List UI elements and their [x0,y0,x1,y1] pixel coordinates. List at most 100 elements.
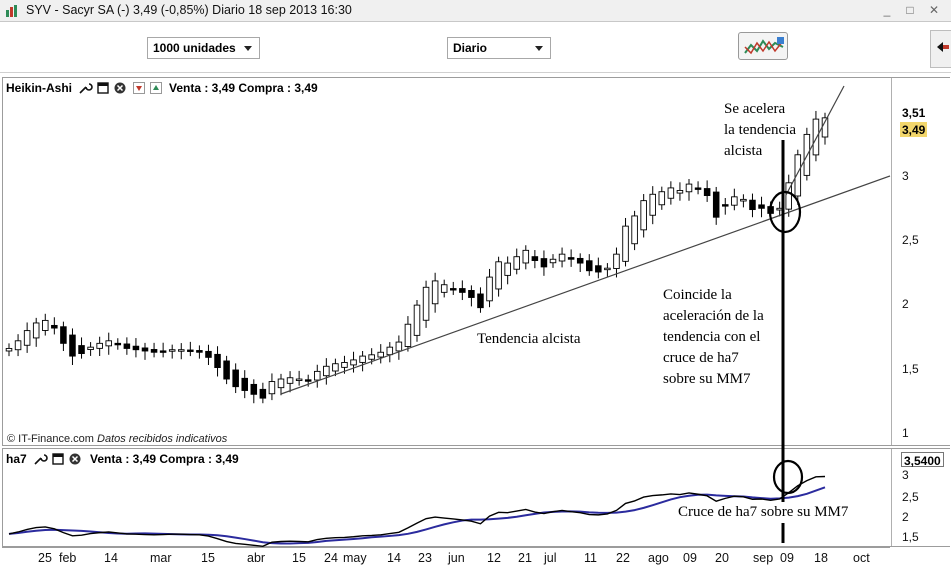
price-y-axis: 3,51 3,49 3 2,5 2 1,5 1 [891,78,950,445]
candle [268,381,276,395]
data-credit: © IT-Finance.com Datos recibidos indicat… [7,433,227,445]
candle [51,324,58,329]
x-tick-label: mar [150,551,172,565]
candle [105,340,112,347]
candle [413,304,421,336]
candle [250,383,258,395]
minimize-button[interactable]: _ [883,3,891,17]
candle [767,206,774,214]
candle [450,288,457,291]
y-tick-label: 1,5 [902,530,919,544]
chart-toolbar: 1000 unidades Diario [0,23,951,73]
candle [776,207,783,211]
candle [586,260,593,272]
candle [803,133,811,176]
candle [341,362,348,368]
wrench-icon[interactable] [34,453,48,465]
x-tick-label: 15 [201,551,215,565]
x-tick-label: 15 [292,551,306,565]
close-circle-icon[interactable] [69,453,81,465]
x-tick-label: 14 [104,551,118,565]
candle [205,350,212,358]
indicator-panel: ha7 Venta : 3,49 Compra : 3,49 3,5400 3 … [2,448,950,547]
close-button[interactable]: ✕ [928,3,940,17]
annotation-line: sobre su MM7 [663,371,751,387]
candle [5,347,13,352]
candle [141,347,149,352]
candle [232,369,239,388]
x-tick-label: 11 [584,551,597,565]
cross-annotation: Cruce de ha7 sobre su MM7 [678,502,849,523]
candle [350,359,357,366]
window-icon[interactable] [52,453,64,465]
x-tick-label: 25 [38,551,52,565]
candle [78,345,85,354]
x-tick-label: sep [753,551,774,565]
candle [576,257,584,264]
candle [785,182,792,210]
coincide-annotation: Coincide la aceleración de la tendencia … [663,285,764,390]
x-tick-label: jul [544,551,557,565]
candle [259,388,267,399]
candle [42,319,49,331]
candle [513,256,520,270]
candle [159,350,167,353]
candle [459,288,466,293]
maximize-button[interactable]: □ [906,3,914,17]
candle [740,198,747,202]
indicators-button[interactable] [738,32,788,60]
candle [60,326,67,344]
arrow-up-icon[interactable] [150,82,162,94]
wrench-icon[interactable] [79,82,93,94]
credit-note: Datos recibidos indicativos [97,433,228,445]
candle [522,249,530,264]
arrow-down-icon[interactable] [133,82,145,94]
x-tick-label: 21 [518,551,532,565]
trend-annotation: Tendencia alcista [477,331,581,347]
app-chart-icon [6,5,17,17]
close-circle-icon[interactable] [114,82,126,94]
x-tick-label: abr [247,551,266,565]
candle [168,349,176,352]
x-tick-label: 14 [387,551,401,565]
candle [114,342,122,346]
x-tick-label: may [343,551,367,565]
x-tick-label: oct [853,551,870,565]
annotation-line: Coincide la [663,287,732,303]
indicator-title: ha7 [6,452,27,466]
period-select-value: Diario [453,41,488,55]
y-tick-label: 2,5 [902,233,919,247]
window-icon[interactable] [97,82,109,94]
window-titlebar: SYV - Sacyr SA (-) 3,49 (-0,85%) Diario … [0,0,951,22]
x-tick-label: 18 [814,551,828,565]
x-tick-label: 09 [780,551,794,565]
annotation-line: tendencia con el [663,329,761,345]
candle [731,196,738,206]
candle [694,187,702,190]
candle [314,370,321,381]
collapse-arrow-icon [937,42,949,52]
candle [812,118,820,156]
x-tick-label: feb [59,551,77,565]
mm7-series-line [8,486,826,545]
x-tick-label: 12 [487,551,501,565]
candle [567,257,575,260]
candle [241,377,248,391]
candle [495,261,502,290]
last-price-tag: 3,51 [900,105,928,120]
candle [440,284,448,293]
candle [32,322,40,339]
period-select[interactable]: Diario [447,37,551,59]
candle [667,187,675,199]
y-tick-label: 1 [902,426,909,440]
x-tick-label: ago [648,551,669,565]
candle [640,200,647,231]
y-tick-label: 2,5 [902,490,919,504]
x-tick-label: 23 [418,551,432,565]
quantity-select[interactable]: 1000 unidades [147,37,260,59]
candle [23,330,31,346]
candle [431,280,439,305]
side-panel-toggle[interactable] [930,30,951,68]
annotation-line: cruce de ha7 [663,350,739,366]
candle [304,379,312,382]
